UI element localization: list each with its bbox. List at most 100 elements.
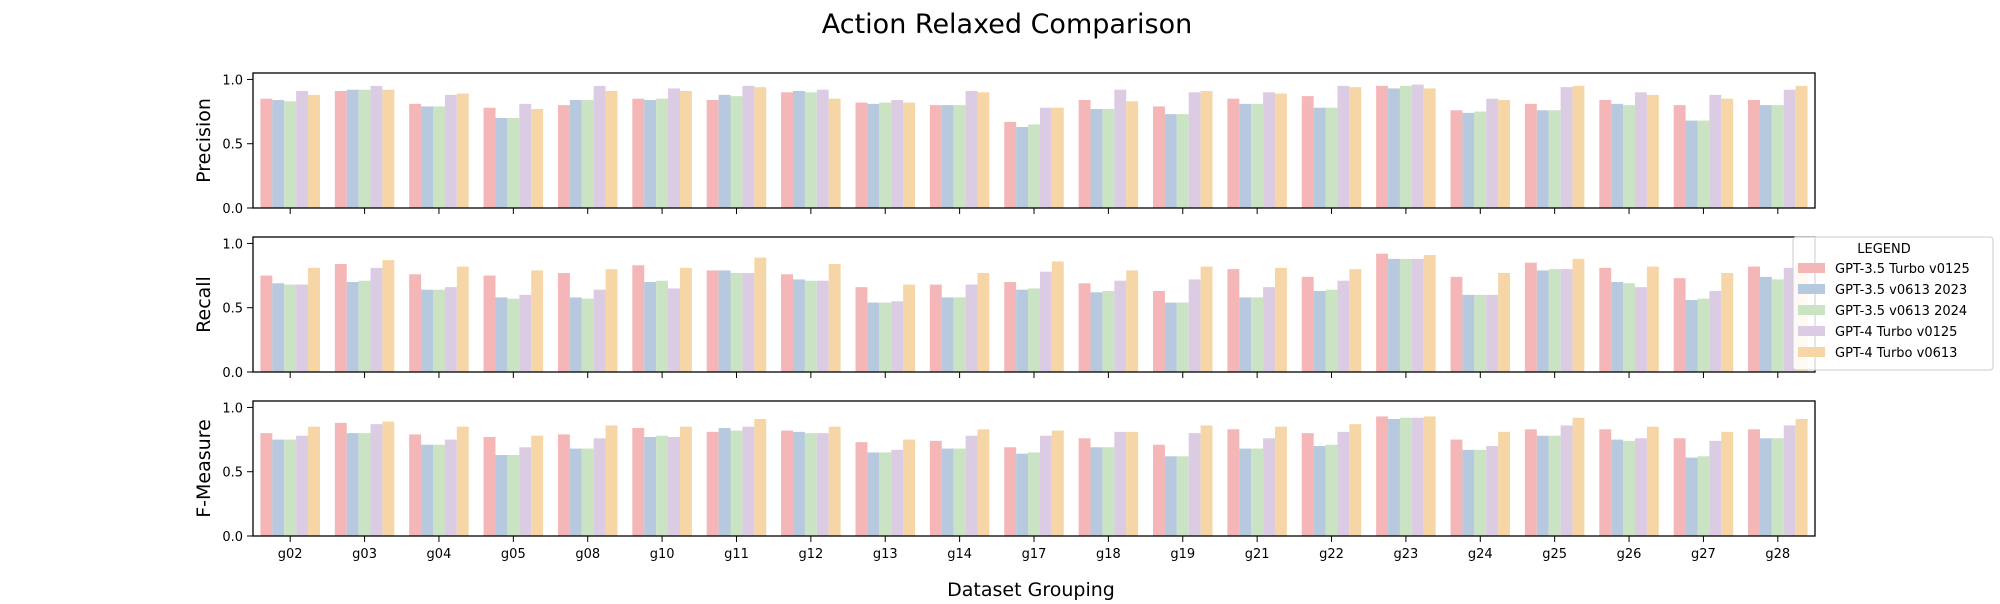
bar [1251, 297, 1264, 372]
bar [828, 426, 841, 536]
bar [456, 266, 469, 372]
legend-label: GPT-3.5 Turbo v0125 [1835, 262, 1970, 277]
bar [260, 98, 273, 208]
x-tick-label: g10 [650, 547, 675, 562]
bar [929, 440, 942, 536]
bar [483, 437, 496, 536]
bar [656, 280, 669, 372]
bar [1126, 270, 1139, 372]
x-tick-label: g27 [1691, 547, 1716, 562]
bar [816, 280, 829, 372]
bar [1709, 440, 1722, 536]
bar [421, 106, 433, 208]
bar [1486, 446, 1499, 536]
series-1 [272, 258, 1772, 372]
panel-recall: 0.0 0.5 1.0 Recall [193, 236, 1816, 381]
bar [1102, 291, 1115, 372]
legend-swatch [1798, 326, 1825, 336]
bar [793, 91, 805, 208]
y-tick-label: 0.5 [222, 302, 243, 317]
bar [929, 284, 942, 372]
bar [1646, 266, 1659, 372]
bar [668, 437, 680, 536]
bar [1673, 105, 1686, 208]
y-tick-label: 1.0 [222, 237, 243, 252]
bar [804, 433, 817, 536]
bar [581, 448, 594, 536]
bar [1498, 431, 1511, 536]
bar [334, 91, 347, 208]
bar [1313, 291, 1326, 372]
bar [941, 448, 954, 536]
bar [1313, 107, 1326, 208]
bar [1016, 127, 1029, 208]
y-tick-label: 1.0 [222, 73, 243, 88]
bar [644, 437, 657, 536]
bar [1325, 289, 1338, 372]
bar [1462, 449, 1475, 536]
bar [742, 426, 755, 536]
bar [495, 455, 508, 536]
x-tick-label: g05 [501, 547, 526, 562]
y-tick-label: 0.5 [222, 138, 243, 153]
bar [1251, 448, 1264, 536]
bar [593, 438, 606, 536]
y-tick-label: 0.0 [222, 202, 243, 217]
bar [1685, 120, 1698, 208]
bar [1301, 433, 1314, 536]
legend-swatch [1798, 284, 1825, 294]
legend-label: GPT-3.5 v0613 2024 [1835, 304, 1967, 319]
bar [867, 302, 880, 372]
bar [346, 282, 359, 372]
bar [965, 284, 978, 372]
bar [1114, 89, 1127, 208]
bar [1572, 258, 1585, 372]
bar [977, 429, 990, 536]
bar [1039, 107, 1052, 208]
legend: LEGEND GPT-3.5 Turbo v0125 GPT-3.5 v0613 2… [1792, 236, 1994, 371]
bar [1623, 105, 1635, 208]
bar [1450, 276, 1463, 372]
y-axis-label: F-Measure [193, 419, 215, 518]
bar [1078, 100, 1091, 208]
series-2 [284, 85, 1784, 208]
bar [1126, 431, 1139, 536]
bar [1673, 278, 1686, 372]
x-tick-label: g13 [873, 547, 898, 562]
bar [1164, 114, 1177, 208]
legend-swatch [1798, 263, 1825, 273]
bar [593, 289, 606, 372]
bar [284, 439, 297, 536]
bar [632, 428, 645, 536]
bar [730, 430, 743, 536]
bar [1239, 103, 1252, 208]
bar [1635, 92, 1647, 208]
bar [1090, 447, 1103, 536]
bar [1102, 447, 1115, 536]
bar [382, 89, 395, 208]
x-tick-label: g26 [1617, 547, 1642, 562]
y-tick-label: 1.0 [222, 401, 243, 416]
bar [1263, 92, 1275, 208]
bar [1114, 431, 1127, 536]
bar [1239, 297, 1252, 372]
bar [977, 273, 990, 372]
bar [1611, 103, 1624, 208]
bar [1399, 85, 1412, 208]
bar [1164, 456, 1177, 536]
bar [1388, 258, 1400, 372]
bar [1263, 287, 1275, 372]
series-3 [296, 417, 1796, 536]
bar [1039, 435, 1052, 536]
bar [903, 439, 915, 536]
bar [456, 93, 469, 208]
bar [1004, 447, 1017, 536]
panel-f-measure: 0.0 0.5 1.0 g02 g03 g04 g05 g08 g10 g11 g12 g13 g14 g… [193, 400, 1816, 562]
bar [1611, 439, 1624, 536]
bar [793, 431, 805, 536]
bar [557, 273, 570, 372]
bar [1783, 89, 1796, 208]
bar [581, 298, 594, 372]
series-0 [260, 253, 1760, 372]
bar [1188, 279, 1201, 372]
